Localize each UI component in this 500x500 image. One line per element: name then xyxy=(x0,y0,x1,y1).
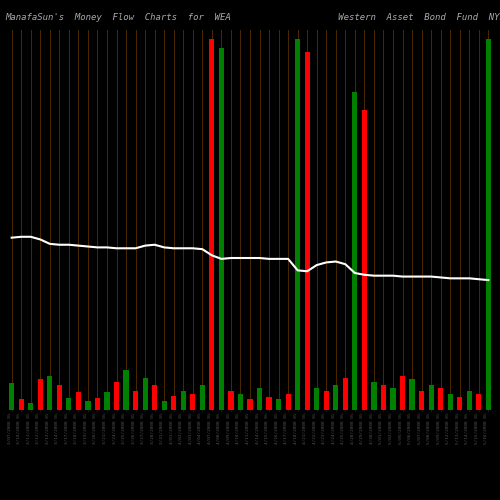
Bar xyxy=(209,39,214,410)
Bar xyxy=(419,390,424,410)
Bar xyxy=(381,386,386,410)
Bar xyxy=(410,379,414,410)
Bar xyxy=(171,396,176,410)
Bar xyxy=(257,388,262,410)
Bar xyxy=(104,392,110,410)
Bar xyxy=(304,52,310,410)
Bar xyxy=(362,110,367,410)
Bar xyxy=(47,376,52,410)
Bar xyxy=(28,403,34,410)
Bar xyxy=(190,394,196,410)
Bar xyxy=(9,384,15,410)
Bar xyxy=(142,378,148,410)
Bar xyxy=(372,382,376,410)
Bar xyxy=(448,394,453,410)
Bar xyxy=(238,394,243,410)
Bar xyxy=(476,394,482,410)
Bar xyxy=(438,388,444,410)
Bar xyxy=(76,392,81,410)
Bar xyxy=(56,386,62,410)
Bar xyxy=(295,39,300,410)
Bar xyxy=(200,386,205,410)
Bar xyxy=(390,388,396,410)
Bar xyxy=(352,92,358,410)
Bar xyxy=(180,390,186,410)
Text: ManafaSun's  Money  Flow  Charts  for  WEA                    Western  Asset  Bo: ManafaSun's Money Flow Charts for WEA We… xyxy=(5,12,500,22)
Bar xyxy=(162,401,167,410)
Bar xyxy=(324,390,329,410)
Bar xyxy=(66,398,71,410)
Bar xyxy=(18,400,24,410)
Bar xyxy=(124,370,128,410)
Bar xyxy=(248,400,252,410)
Bar xyxy=(428,386,434,410)
Bar xyxy=(266,396,272,410)
Bar xyxy=(276,400,281,410)
Bar xyxy=(486,39,491,410)
Bar xyxy=(333,386,338,410)
Bar xyxy=(86,401,90,410)
Bar xyxy=(219,48,224,410)
Bar xyxy=(457,396,462,410)
Bar xyxy=(152,386,158,410)
Bar xyxy=(466,390,472,410)
Bar xyxy=(38,379,43,410)
Bar xyxy=(342,378,348,410)
Bar xyxy=(95,398,100,410)
Bar xyxy=(400,376,405,410)
Bar xyxy=(314,388,320,410)
Bar xyxy=(228,390,234,410)
Bar xyxy=(133,390,138,410)
Bar xyxy=(114,382,119,410)
Bar xyxy=(286,394,291,410)
